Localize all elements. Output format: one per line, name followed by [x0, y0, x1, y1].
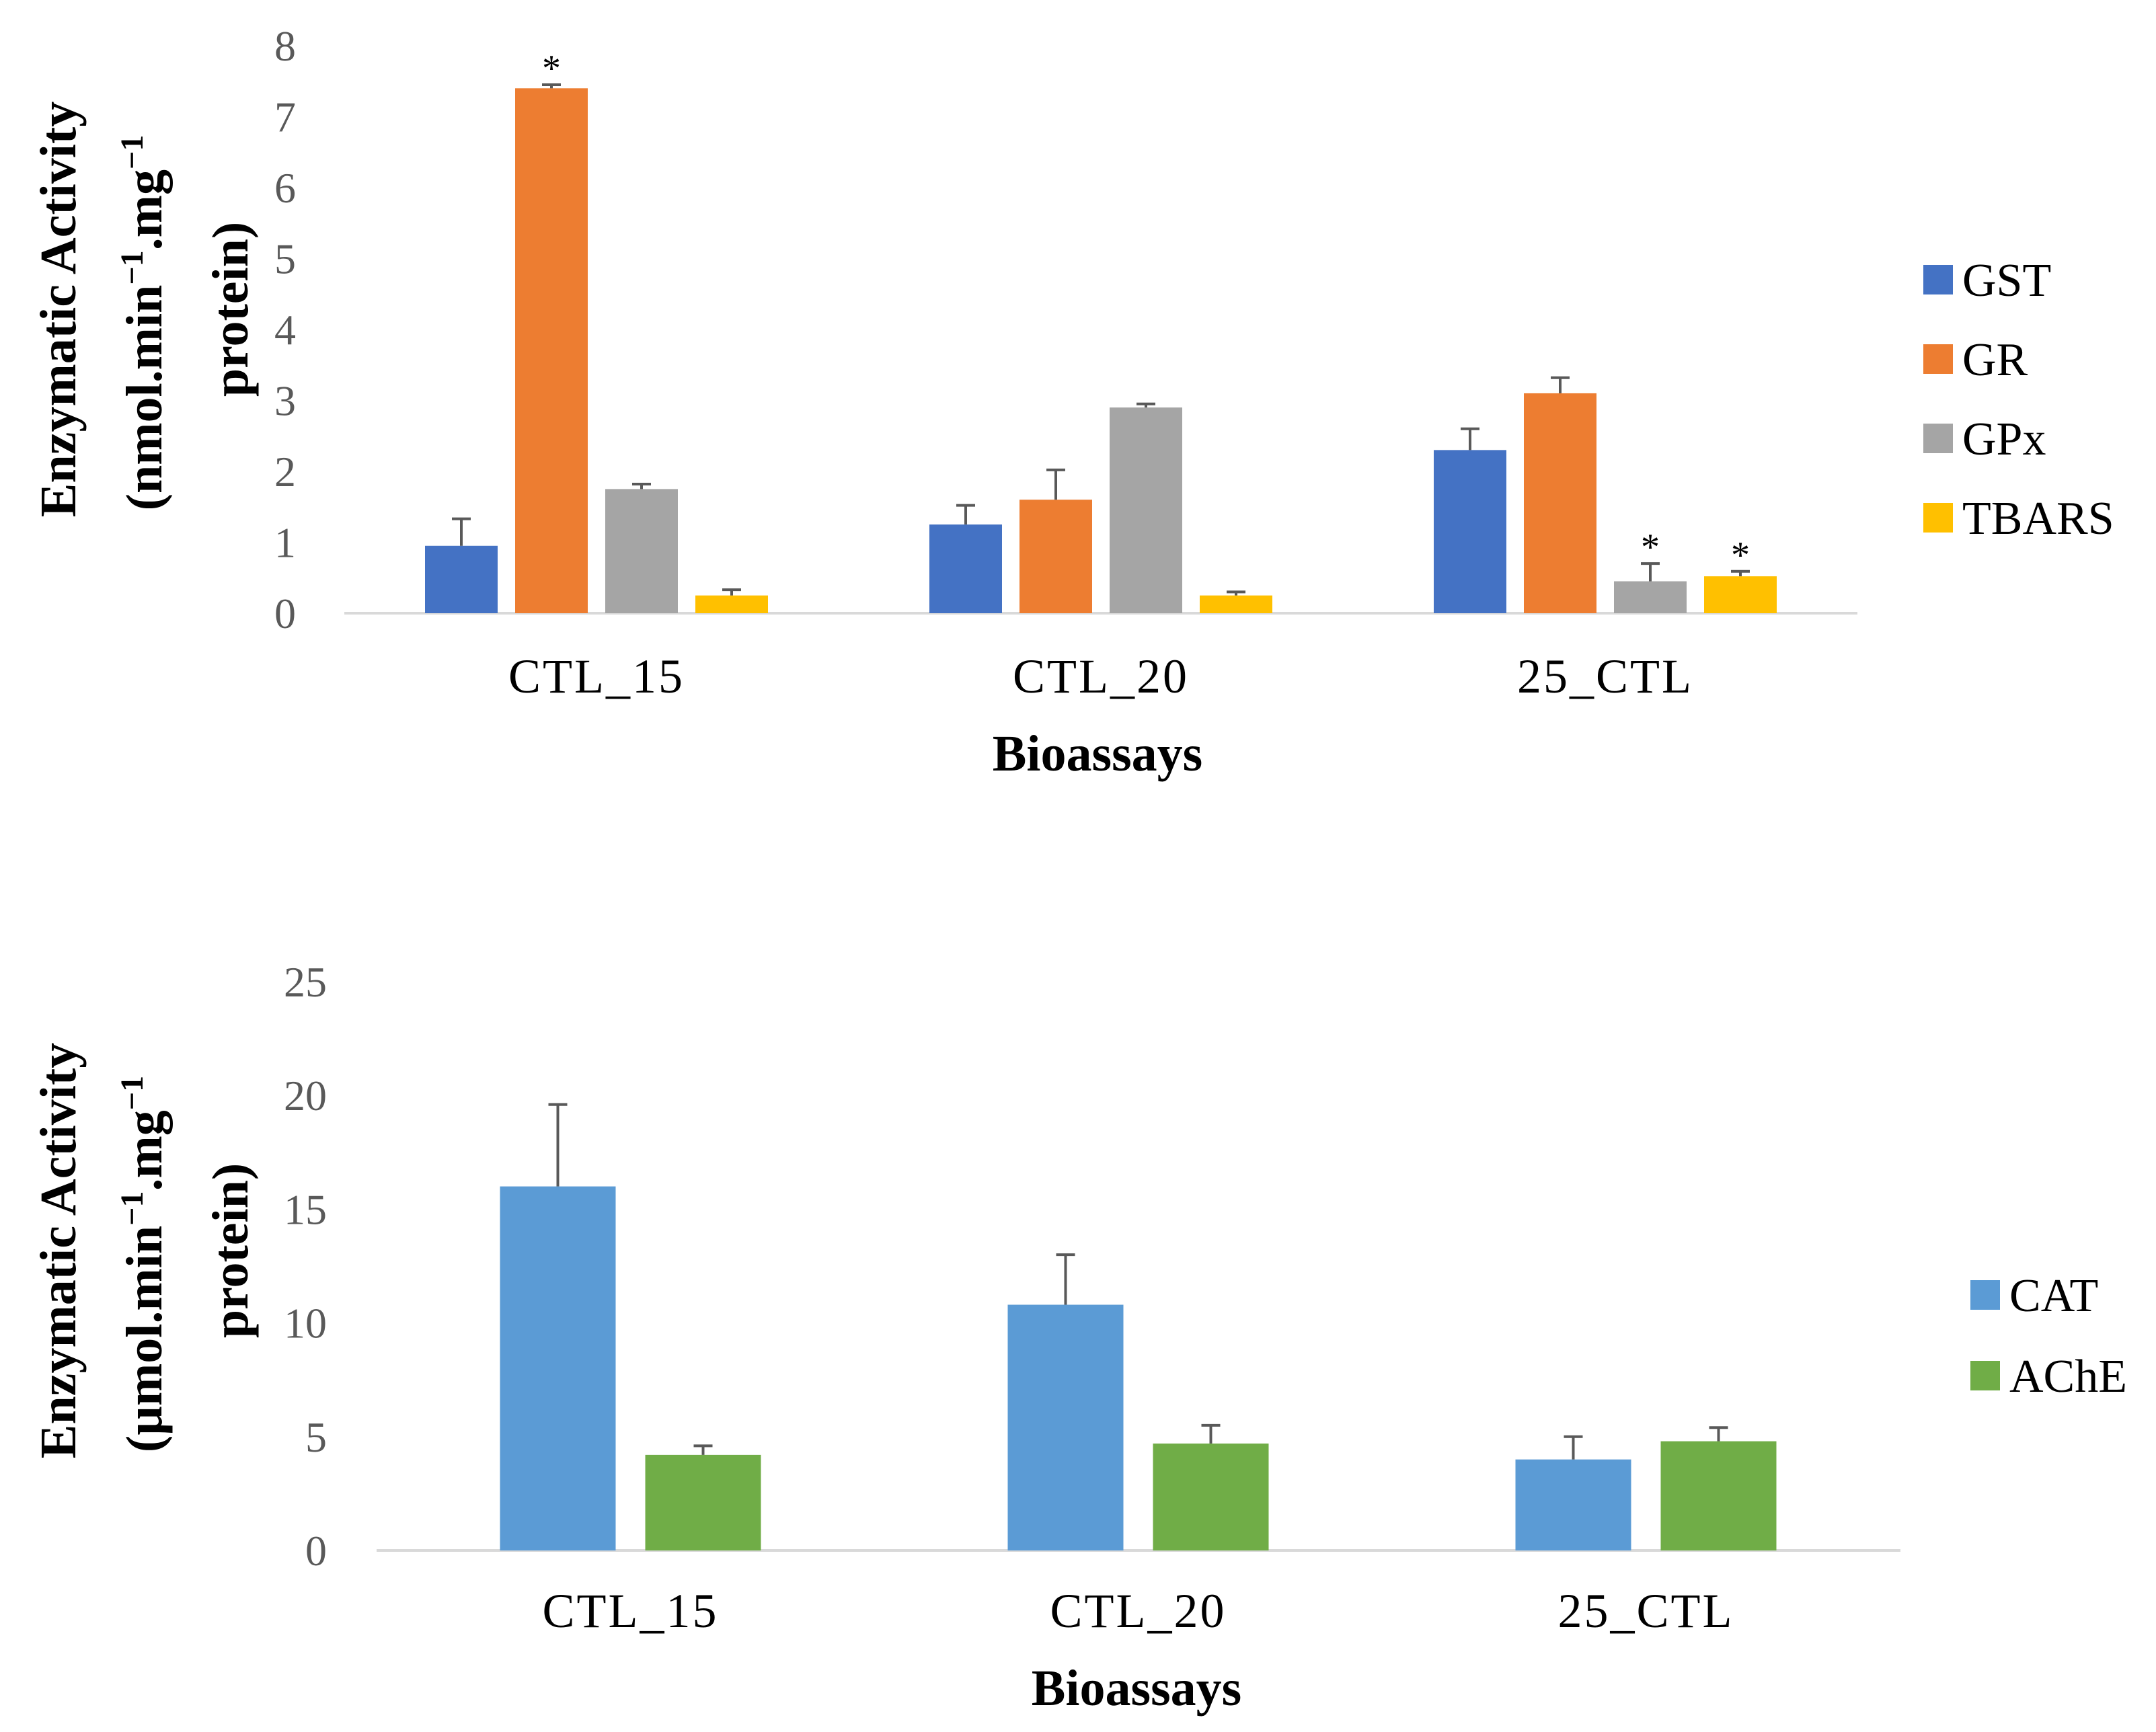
bottom-legend: CAT AChE — [1970, 1270, 2127, 1403]
bot-bar-ache-ctl_20 — [1153, 1443, 1269, 1550]
bot-legend-swatch-cat — [1970, 1280, 2000, 1310]
bot-bar-cat-ctl_20 — [1007, 1304, 1124, 1550]
bot-x-tick-label: CTL_20 — [1050, 1584, 1227, 1638]
top-bar-gr-ctl_15 — [515, 88, 588, 614]
bottom-bars — [500, 1103, 1777, 1550]
top-y-tick-label: 6 — [274, 164, 296, 212]
bottom-x-tick-labels: CTL_15 CTL_20 25_CTL — [543, 1584, 1734, 1638]
top-legend-label-gr: GR — [1962, 334, 2028, 386]
bot-y-tick-label: 20 — [284, 1072, 327, 1119]
top-x-tick-label: CTL_15 — [508, 650, 685, 703]
top-y-tick-label: 4 — [274, 306, 296, 354]
top-y-title-line2: (nmol.min−1.mg−1 — [114, 135, 173, 511]
top-y-tick-label: 1 — [274, 519, 296, 567]
top-bar-gst-25_ctl — [1434, 450, 1506, 613]
top-legend-swatch-gst — [1923, 265, 1953, 294]
bottom-y-title-line2: (µmol.min−1.mg−1 — [114, 1076, 173, 1452]
top-bar-tbars-25_ctl — [1704, 576, 1777, 613]
bot-x-tick-label: CTL_15 — [543, 1584, 719, 1638]
bot-y-tick-label: 10 — [284, 1300, 327, 1347]
top-x-tick-labels: CTL_15 CTL_20 25_CTL — [508, 650, 1693, 703]
chart-top: 0 1 2 3 4 5 6 7 8 * * * CTL_15 CTL_20 25_CTL Bioassa… — [30, 22, 2114, 782]
bot-y-tick-label: 0 — [305, 1527, 327, 1575]
top-bar-tbars-ctl_15 — [695, 595, 768, 613]
top-significance-mark: * — [1731, 535, 1750, 576]
top-bar-gpx-ctl_15 — [605, 489, 678, 613]
top-bar-gpx-ctl_20 — [1110, 407, 1182, 613]
top-y-title-line1: Enzymatic Activity — [30, 102, 87, 517]
top-legend-label-gpx: GPx — [1962, 414, 2046, 465]
bot-x-tick-label: 25_CTL — [1558, 1584, 1734, 1638]
bot-y-tick-label: 5 — [305, 1413, 327, 1461]
top-y-tick-label: 0 — [274, 590, 296, 637]
top-y-tick-label: 5 — [274, 235, 296, 283]
top-bars: * * * — [425, 48, 1777, 614]
top-y-tick-label: 2 — [274, 448, 296, 496]
top-y-tick-labels: 0 1 2 3 4 5 6 7 8 — [274, 22, 296, 637]
bottom-y-title-line1: Enzymatic Activity — [30, 1043, 87, 1458]
top-legend-swatch-gr — [1923, 344, 1953, 374]
bot-legend-label-ache: AChE — [2009, 1351, 2127, 1403]
top-bar-gpx-25_ctl — [1614, 581, 1687, 613]
bottom-y-axis-title: Enzymatic Activity (µmol.min−1.mg−1 prot… — [30, 1043, 259, 1458]
top-legend-swatch-gpx — [1923, 424, 1953, 453]
top-legend: GST GR GPx TBARS — [1923, 255, 2114, 545]
bot-legend-label-cat: CAT — [2009, 1270, 2098, 1322]
top-y-axis-title: Enzymatic Activity (nmol.min−1.mg−1 prot… — [30, 102, 259, 517]
top-bar-gst-ctl_20 — [929, 524, 1002, 613]
top-x-tick-label: 25_CTL — [1517, 650, 1693, 703]
bottom-x-axis-title: Bioassays — [1032, 1660, 1242, 1717]
top-y-title-line3: protein) — [202, 222, 259, 397]
bot-y-tick-label: 15 — [284, 1185, 327, 1233]
top-significance-mark: * — [542, 48, 561, 89]
bot-y-tick-label: 25 — [284, 958, 327, 1006]
top-bar-gr-25_ctl — [1524, 393, 1596, 613]
top-significance-mark: * — [1641, 526, 1660, 568]
bot-legend-swatch-ache — [1970, 1361, 2000, 1390]
top-legend-label-gst: GST — [1962, 255, 2051, 307]
bottom-y-tick-labels: 0 5 10 15 20 25 — [284, 958, 327, 1575]
bottom-y-title-line3: protein) — [202, 1163, 259, 1338]
top-y-tick-label: 3 — [274, 377, 296, 425]
bot-bar-cat-ctl_15 — [500, 1186, 616, 1550]
top-x-tick-label: CTL_20 — [1013, 650, 1189, 703]
bot-bar-cat-25_ctl — [1515, 1459, 1631, 1550]
top-y-tick-label: 7 — [274, 93, 296, 141]
bot-bar-ache-ctl_15 — [645, 1454, 761, 1550]
top-y-tick-label: 8 — [274, 22, 296, 70]
top-legend-swatch-tbars — [1923, 503, 1953, 533]
top-bar-tbars-ctl_20 — [1200, 595, 1272, 613]
bot-bar-ache-25_ctl — [1660, 1441, 1777, 1550]
top-bar-gr-ctl_20 — [1019, 500, 1092, 613]
top-x-axis-title: Bioassays — [993, 725, 1203, 782]
top-legend-label-tbars: TBARS — [1962, 493, 2114, 545]
top-bar-gst-ctl_15 — [425, 545, 498, 613]
